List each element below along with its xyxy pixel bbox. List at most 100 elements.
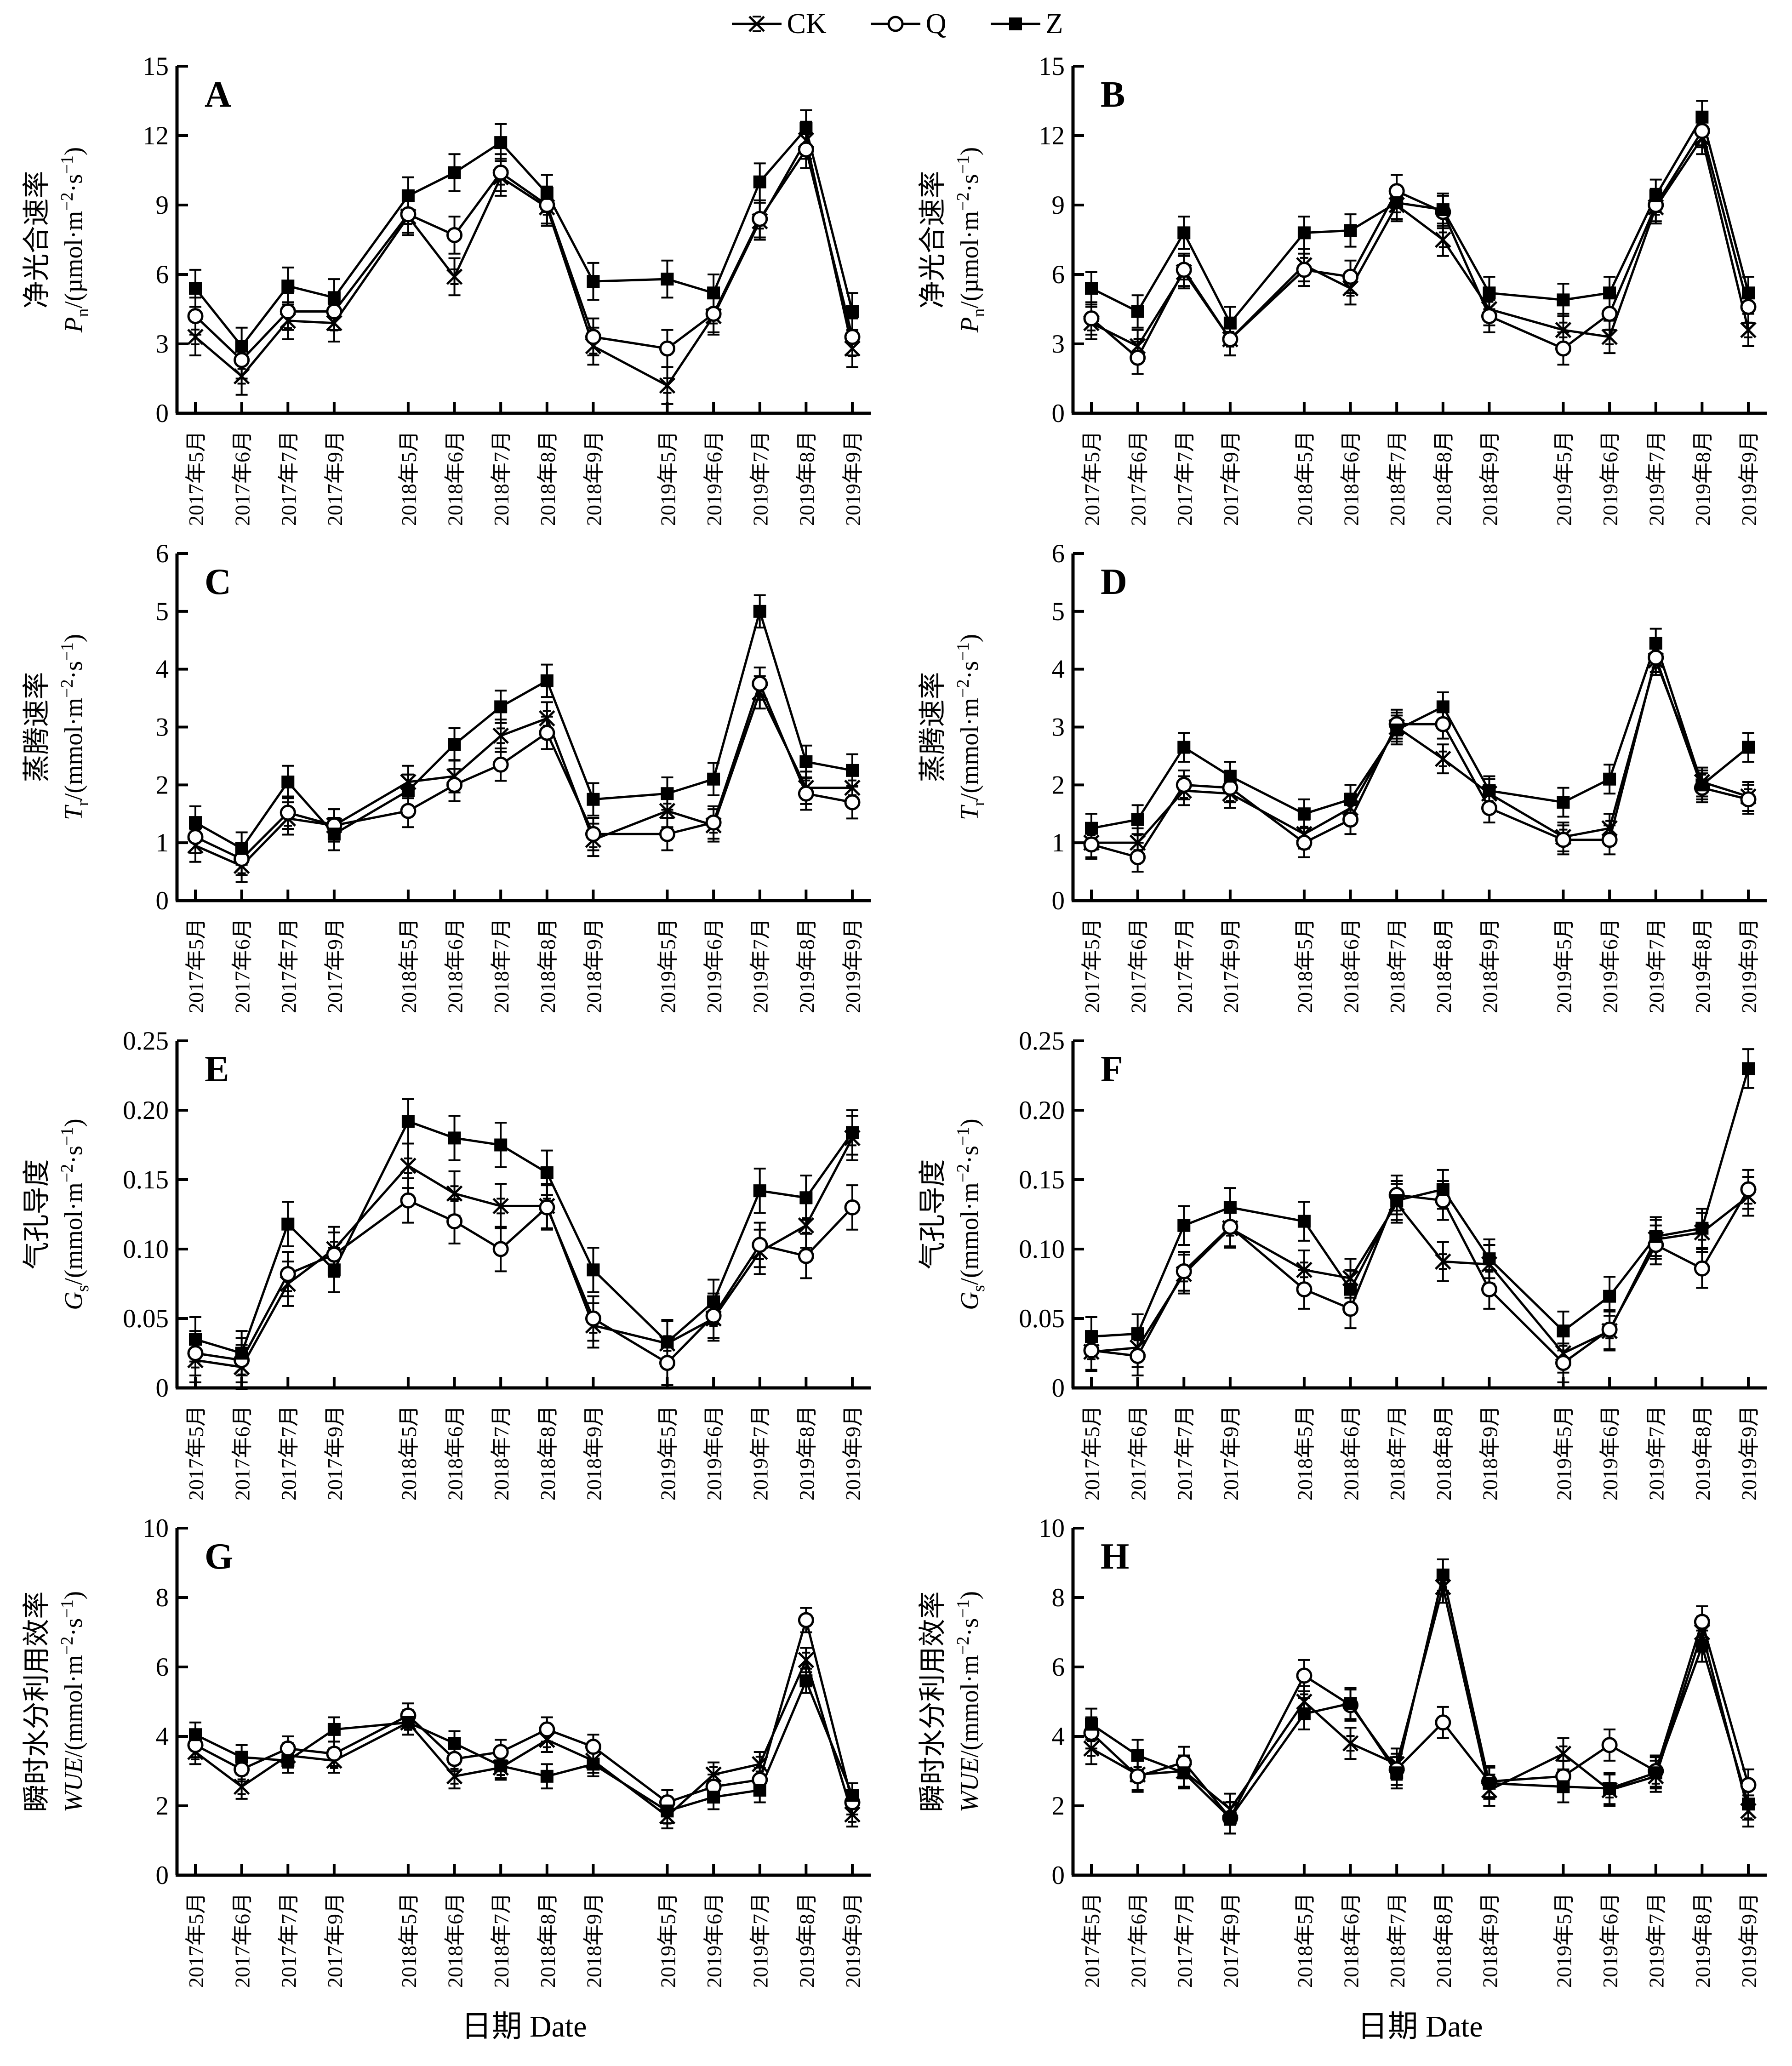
- x-tick-label: 2017年5月: [1080, 918, 1104, 1013]
- panel-D-series-Z-line: [1091, 639, 1749, 830]
- y-axis-label-var: WUE/(mmol·m−2·s−1): [953, 1591, 983, 1812]
- y-axis-label-var: Gs/(mmol·m−2·s−1): [57, 1119, 92, 1310]
- panel-E-series-Z-errorbars: [189, 1098, 858, 1376]
- panel-G-series-Q-markers: [187, 1612, 861, 1810]
- y-axis-label-cn: 气孔导度: [22, 1159, 52, 1270]
- legend: CK Q Z: [0, 0, 1792, 48]
- panel-G-series-Z-line: [194, 1678, 854, 1813]
- panel-letter-B: B: [1101, 74, 1125, 115]
- x-tick-label: 2018年5月: [1293, 431, 1317, 526]
- x-tick-label: 2018年8月: [536, 1405, 559, 1501]
- panel-letter-C: C: [205, 562, 231, 602]
- x-tick-label: 2018年9月: [1478, 918, 1501, 1013]
- y-tick-label: 15: [143, 52, 169, 81]
- y-tick-label: 1: [1052, 828, 1065, 857]
- panel-A-axes: 0 3 6 9 12 15 2017年5月 2017年6月 2017年7月 2017年9月 2018…: [143, 52, 871, 526]
- x-tick-label: 2019年7月: [749, 1893, 772, 1988]
- y-tick-label: 12: [143, 121, 169, 150]
- y-tick-label: 0.05: [123, 1304, 169, 1333]
- x-tick-label: 2017年7月: [277, 1893, 300, 1988]
- x-tick-label: 2018年8月: [1432, 431, 1455, 526]
- y-tick-label: 5: [1052, 597, 1065, 626]
- x-tick-label: 2018年6月: [444, 1405, 467, 1501]
- x-tick-label: 2018年9月: [1478, 431, 1501, 526]
- x-tick-label: 2017年6月: [1127, 1893, 1150, 1988]
- x-tick-label: 2017年7月: [1173, 431, 1196, 526]
- x-tick-label: 2019年6月: [702, 918, 726, 1013]
- y-tick-label: 10: [143, 1514, 169, 1543]
- x-tick-label: 2018年5月: [1293, 1405, 1317, 1501]
- y-tick-label: 0.05: [1019, 1304, 1065, 1333]
- x-tick-label: 2019年5月: [1552, 1893, 1575, 1988]
- x-tick-label: 2018年6月: [444, 431, 467, 526]
- y-axis-label-cn: 气孔导度: [918, 1159, 948, 1270]
- y-tick-label: 0.20: [123, 1096, 169, 1125]
- x-tick-label: 2017年7月: [1173, 918, 1196, 1013]
- x-tick-label: 2019年7月: [1645, 918, 1668, 1013]
- x-tick-label: 2019年5月: [1552, 431, 1575, 526]
- x-tick-label: 2019年9月: [1737, 431, 1761, 526]
- x-tick-label: 2018年5月: [397, 1405, 421, 1501]
- panel-D-series-Q-markers: [1083, 650, 1757, 866]
- panel-D-series-Z-markers: [1085, 637, 1755, 835]
- x-tick-label: 2019年9月: [1737, 918, 1761, 1013]
- panel-F-series-Z-errorbars: [1085, 1048, 1754, 1357]
- x-tick-label: 2018年5月: [397, 918, 421, 1013]
- y-tick-label: 6: [156, 260, 169, 289]
- x-tick-label: 2018年9月: [1478, 1405, 1501, 1501]
- y-tick-label: 4: [1052, 1722, 1065, 1751]
- x-tick-label: 2019年7月: [749, 918, 772, 1013]
- x-tick-label: 2018年7月: [1386, 918, 1409, 1013]
- panel-C-series-Q-markers: [187, 675, 861, 867]
- y-axis-label-cn: 瞬时水分利用效率: [918, 1592, 948, 1812]
- x-tick-label: 2019年7月: [749, 431, 772, 526]
- y-tick-label: 2: [156, 1792, 169, 1821]
- panel-G-series-Z-markers: [189, 1674, 859, 1818]
- panel-H-chart: 0 2 4 6 8 10 2017年5月 2017年6月 2017年7月 2017年9月 2018年…: [918, 1514, 1767, 1988]
- panel-B-series-Z-markers: [1085, 110, 1755, 330]
- x-tick-label: 2018年7月: [490, 918, 513, 1013]
- panel-letter-H: H: [1101, 1536, 1129, 1577]
- legend-item-q: Q: [868, 8, 947, 40]
- panel-B-series-Q-errorbars: [1085, 114, 1754, 375]
- z-square-marker-icon: [988, 14, 1043, 34]
- x-tick-label: 2018年8月: [1432, 1893, 1455, 1988]
- x-tick-label: 2019年7月: [1645, 1893, 1668, 1988]
- panel-letter-G: G: [205, 1536, 233, 1577]
- y-tick-label: 3: [156, 330, 169, 359]
- y-tick-label: 6: [156, 1653, 169, 1682]
- panel-D-chart: 0 1 2 3 4 5 6 2017年5月 2017年6月 2017年7月 2017年9月 2018年…: [918, 539, 1767, 1013]
- y-tick-label: 0: [156, 1861, 169, 1890]
- x-tick-label: 2017年7月: [277, 431, 300, 526]
- x-tick-label: 2017年9月: [323, 1405, 347, 1501]
- x-tick-label: 2019年6月: [702, 1405, 726, 1501]
- x-tick-label: 2019年8月: [1691, 918, 1714, 1013]
- y-tick-label: 1: [156, 828, 169, 857]
- panel-H-series-Z-markers: [1085, 1568, 1755, 1825]
- panel-letter-F: F: [1101, 1049, 1123, 1090]
- panel-F-chart: 0 0.05 0.10 0.15 0.20 0.25 2017年5月 2017年6月 2017年…: [918, 1027, 1767, 1501]
- y-axis-label-cn: 蒸腾速率: [918, 672, 948, 782]
- panel-A-series-Z-markers: [189, 122, 859, 353]
- y-tick-label: 12: [1039, 121, 1065, 150]
- x-tick-label: 2018年6月: [1340, 431, 1363, 526]
- panel-C-chart: 0 1 2 3 4 5 6 2017年5月 2017年6月 2017年7月 2017年9月 2018年…: [22, 539, 871, 1013]
- figure-grid: 0 3 6 9 12 15 2017年5月 2017年6月 2017年7月 2017年9月 2018…: [0, 48, 1792, 1997]
- panel-E-series-Q-line: [195, 1199, 853, 1364]
- x-tick-label: 2017年9月: [1219, 431, 1243, 526]
- x-tick-label: 2018年6月: [1340, 918, 1363, 1013]
- y-axis-label-var: Pn/(µmol·m−2·s−1): [57, 147, 92, 333]
- x-tick-label: 2018年5月: [1293, 1893, 1317, 1988]
- panel-B-series-Q-markers: [1083, 123, 1757, 366]
- panel-B-series-Z-errorbars: [1085, 100, 1754, 340]
- legend-label-q: Q: [925, 8, 947, 40]
- x-axis-title-left: 日期 Date: [461, 2010, 587, 2043]
- panel-G-series-CK-errorbars: [189, 1647, 858, 1830]
- x-tick-label: 2018年9月: [582, 1405, 605, 1501]
- panel-H-series-Q-line: [1090, 1618, 1750, 1820]
- y-tick-label: 6: [1052, 1653, 1065, 1682]
- x-tick-label: 2018年9月: [582, 918, 605, 1013]
- y-tick-label: 0: [156, 399, 169, 428]
- x-tick-label: 2017年5月: [184, 1405, 208, 1501]
- panel-B-series-Q-line: [1090, 128, 1750, 360]
